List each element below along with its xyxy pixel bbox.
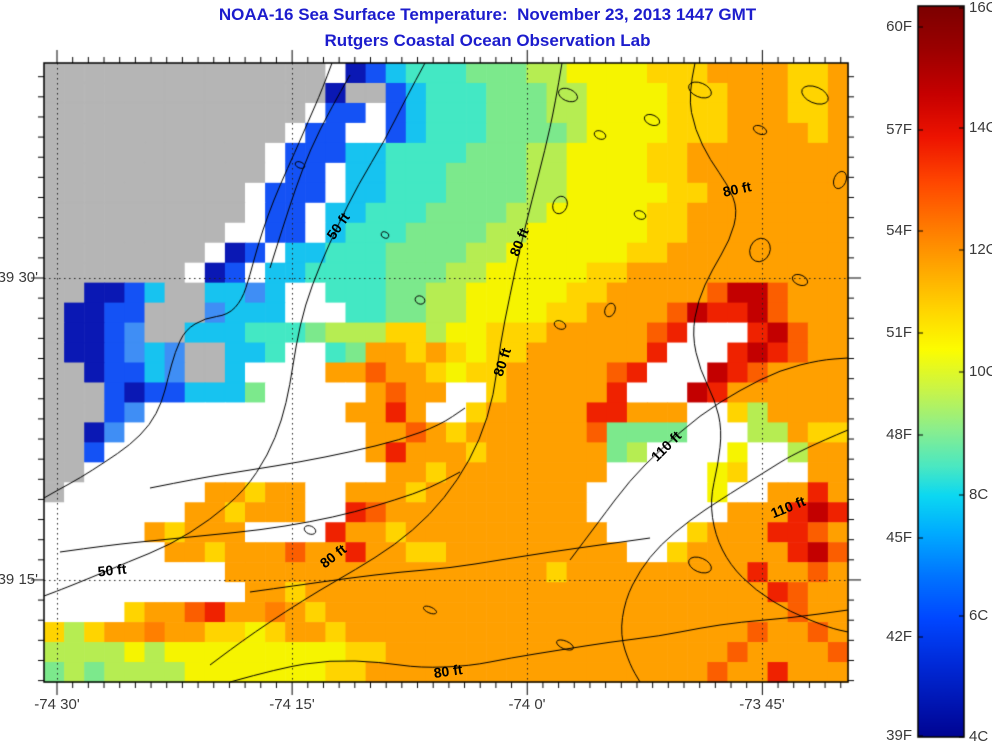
colorbar-f-label-2: 54F <box>886 222 912 239</box>
colorbar-f-label-4: 48F <box>886 426 912 443</box>
colorbar-c-label-2: 12C <box>969 241 992 258</box>
colorbar-f-label-1: 57F <box>886 121 912 138</box>
x-tick-label-2: -74 0' <box>508 696 546 713</box>
colorbar-f-label-6: 42F <box>886 628 912 645</box>
x-tick-label-3: -73 45' <box>739 696 785 713</box>
colorbar-f-label-3: 51F <box>886 324 912 341</box>
colorbar-c-label-1: 14C <box>969 119 992 136</box>
page-subtitle: Rutgers Coastal Ocean Observation Lab <box>324 31 651 50</box>
y-tick-label-0: 39 30' <box>0 269 38 286</box>
x-tick-label-1: -74 15' <box>269 696 315 713</box>
y-tick-label-1: 39 15' <box>0 571 38 588</box>
colorbar-c-label-4: 8C <box>969 486 989 503</box>
colorbar-c-label-0: 16C <box>969 0 992 16</box>
colorbar-f-label-5: 45F <box>886 529 912 546</box>
contour-label-6: 50 ft <box>96 560 128 580</box>
colorbar-c-label-3: 10C <box>969 363 992 380</box>
colorbar-c-label-6: 4C <box>969 728 989 745</box>
page-title: NOAA-16 Sea Surface Temperature: Novembe… <box>218 5 757 24</box>
x-tick-label-0: -74 30' <box>34 696 80 713</box>
colorbar-c-label-5: 6C <box>969 607 989 624</box>
colorbar-f-label-0: 60F <box>886 18 912 35</box>
colorbar-f-label-7: 39F <box>886 727 912 744</box>
